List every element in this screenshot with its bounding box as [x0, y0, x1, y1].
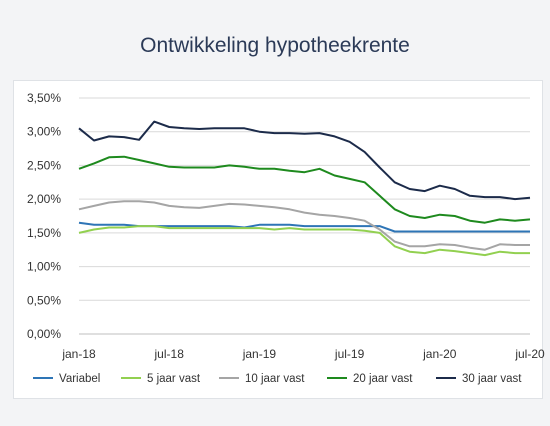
legend-label: 10 jaar vast	[245, 373, 305, 385]
series-line-20-jaar-vast	[78, 155, 531, 224]
legend-label: 20 jaar vast	[353, 373, 413, 385]
chart-card	[13, 80, 543, 399]
y-tick-label: 1,50%	[27, 226, 61, 240]
y-tick-label: 3,50%	[27, 91, 61, 105]
x-tick-label: jan-20	[422, 347, 457, 361]
x-tick-label: jul-18	[154, 347, 185, 361]
y-tick-label: 2,50%	[27, 158, 61, 172]
series-line-10-jaar-vast	[78, 200, 530, 251]
chart-title: Ontwikkeling hypotheekrente	[140, 34, 410, 57]
x-tick-label: jan-19	[242, 347, 277, 361]
legend-label: 30 jaar vast	[462, 373, 522, 385]
y-tick-label: 0,00%	[27, 327, 61, 341]
legend-label: Variabel	[59, 373, 100, 385]
x-tick-label: jul-20	[514, 347, 545, 361]
series-line-30-jaar-vast	[78, 120, 531, 201]
y-tick-label: 3,00%	[27, 125, 61, 139]
x-tick-label: jul-19	[334, 347, 365, 361]
series-line-5-jaar-vast	[78, 225, 530, 257]
y-tick-label: 0,50%	[27, 293, 61, 307]
legend-label: 5 jaar vast	[147, 373, 201, 385]
y-tick-label: 2,00%	[27, 192, 61, 206]
y-tick-label: 1,00%	[27, 260, 61, 274]
x-tick-label: jan-18	[61, 347, 96, 361]
